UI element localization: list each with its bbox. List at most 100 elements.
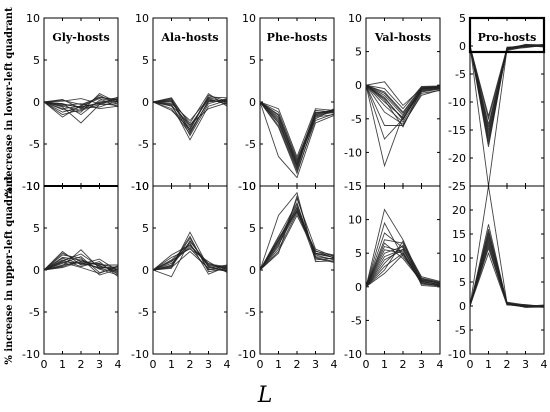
series-line-9 <box>43 101 119 110</box>
y-tick-label: -15 <box>448 124 466 137</box>
series-line-5 <box>259 197 335 271</box>
x-tick-label: 2 <box>187 358 194 371</box>
series-line-10 <box>365 81 441 107</box>
x-tick-label: 3 <box>522 358 529 371</box>
x-tick-label: 1 <box>275 358 282 371</box>
y-tick-label: 5 <box>33 222 40 235</box>
y-tick-label: 10 <box>135 12 149 25</box>
series-line-13 <box>43 99 119 109</box>
series-line-1 <box>43 101 119 111</box>
series-line-6 <box>152 98 228 137</box>
series-line-4 <box>365 239 441 287</box>
series-line-9 <box>259 206 335 271</box>
panel-title: Val-hosts <box>374 31 431 44</box>
x-tick-label: 0 <box>257 358 264 371</box>
series-line-2 <box>365 245 441 288</box>
x-tick-label: 0 <box>41 358 48 371</box>
x-tick-label: 2 <box>400 358 407 371</box>
series-line-9 <box>365 244 441 288</box>
y-tick-label: 10 <box>26 12 40 25</box>
series-line-7 <box>43 98 119 124</box>
panel-1-top: 10 5 0 -5 -10 <box>131 12 228 193</box>
x-tick-label: 3 <box>418 358 425 371</box>
series-line-9 <box>43 253 119 271</box>
series-line-8 <box>152 244 228 271</box>
series-line-2 <box>152 92 228 124</box>
y-tick-label: 0 <box>459 300 466 313</box>
y-tick-label: 10 <box>242 180 256 193</box>
series-line-3 <box>152 99 228 141</box>
x-tick-label: 1 <box>381 358 388 371</box>
y-tick-label: -10 <box>344 348 362 361</box>
series-line-7 <box>259 214 335 271</box>
y-tick-label: -10 <box>238 180 256 193</box>
series-line-10 <box>259 194 335 271</box>
y-tick-label: -15 <box>344 180 362 193</box>
y-tick-label: 0 <box>355 281 362 294</box>
y-tick-label: -25 <box>448 180 466 193</box>
y-tick-label: 10 <box>348 214 362 227</box>
x-tick-label: 4 <box>541 358 548 371</box>
panel-title: Phe-hosts <box>267 31 328 44</box>
x-tick-label: 4 <box>437 358 444 371</box>
y-tick-label: -5 <box>351 113 362 126</box>
series-line-0 <box>153 97 228 128</box>
series-line-13 <box>43 252 119 271</box>
panel-4-top: 5 0 -5 -10 -15 -20 -25 <box>448 12 545 193</box>
series-line-3 <box>259 101 335 175</box>
series-line-12 <box>43 99 119 116</box>
series-line-11 <box>469 44 545 145</box>
series-line-12 <box>365 242 441 287</box>
series-line-2 <box>259 211 335 271</box>
series-line-3 <box>365 84 441 123</box>
series-line-8 <box>43 261 119 273</box>
x-tick-label: 4 <box>331 358 338 371</box>
y-tick-label: 10 <box>135 180 149 193</box>
series-line-7 <box>259 101 335 173</box>
y-tick-label: 15 <box>452 228 466 241</box>
series-line-7 <box>43 254 119 276</box>
y-tick-label: -10 <box>344 146 362 159</box>
y-tick-label: 5 <box>142 222 149 235</box>
series-line-8 <box>259 101 335 166</box>
y-tick-label: 0 <box>33 96 40 109</box>
series-line-7 <box>365 85 441 140</box>
series-line-7 <box>152 250 228 271</box>
panel-title: Pro-hosts <box>478 31 537 44</box>
series-line-9 <box>259 101 335 168</box>
series-line-6 <box>365 221 441 287</box>
y-tick-label: 10 <box>452 252 466 265</box>
series-line-6 <box>259 203 335 271</box>
y-tick-label: 0 <box>249 96 256 109</box>
panel-3-top: 10 5 0 -5 -10 -15 <box>344 12 441 193</box>
x-tick-label: 0 <box>150 358 157 371</box>
y-tick-label: -5 <box>455 68 466 81</box>
series-line-10 <box>259 101 335 179</box>
y-tick-label: 0 <box>459 40 466 53</box>
series-line-9 <box>365 84 441 110</box>
series-line-9 <box>152 96 228 131</box>
y-tick-label: 5 <box>249 222 256 235</box>
x-tick-label: 1 <box>59 358 66 371</box>
series-line-6 <box>365 85 441 126</box>
series-line-11 <box>469 231 545 308</box>
y-tick-label: 5 <box>33 54 40 67</box>
y-tick-label: 0 <box>33 264 40 277</box>
y-tick-label: 5 <box>459 276 466 289</box>
series-line-5 <box>43 259 119 278</box>
series-line-7 <box>469 44 545 128</box>
row-label-bottom: % increase in upper-left quadrant <box>4 175 15 365</box>
y-tick-label: -5 <box>245 306 256 319</box>
x-tick-label: 4 <box>224 358 231 371</box>
series-line-11 <box>365 248 441 288</box>
y-tick-label: 5 <box>355 46 362 59</box>
series-line-8 <box>43 96 119 118</box>
series-line-10 <box>469 45 544 187</box>
y-tick-label: -5 <box>138 138 149 151</box>
y-tick-label: 5 <box>459 12 466 25</box>
y-tick-label: -5 <box>245 138 256 151</box>
series-line-11 <box>43 257 119 272</box>
